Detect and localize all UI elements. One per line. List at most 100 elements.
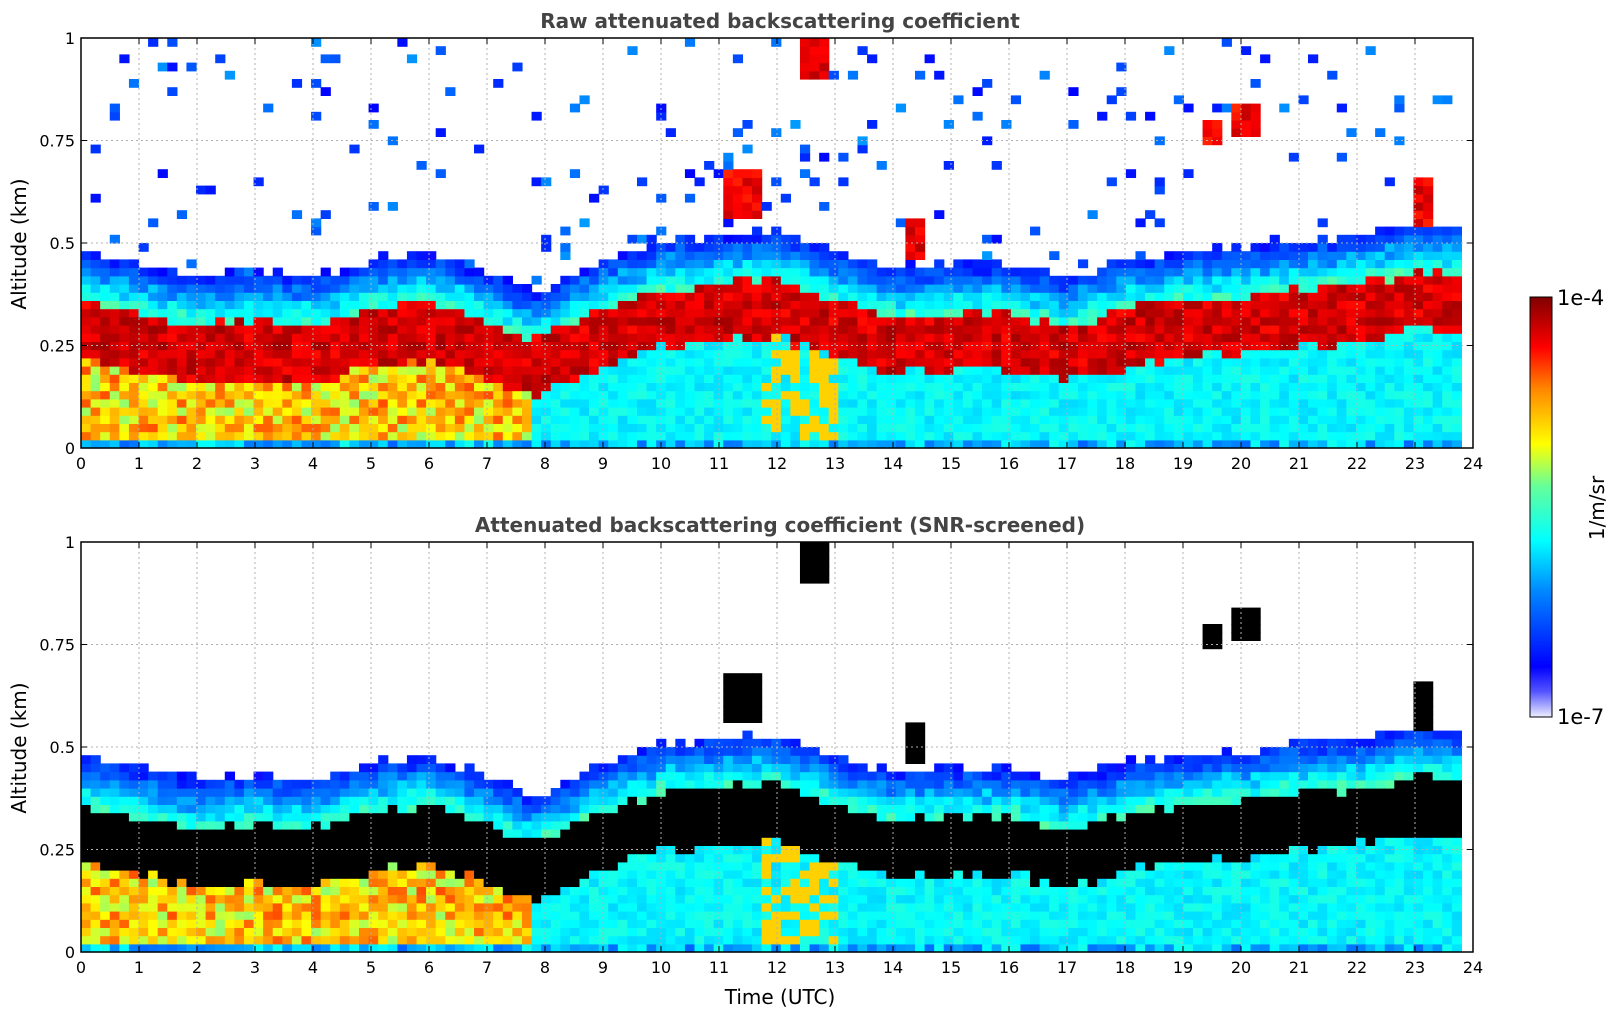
heatmap-cell (1192, 316, 1204, 326)
heatmap-cell (1145, 398, 1156, 408)
heatmap-cell (100, 886, 111, 896)
heatmap-cell (1154, 267, 1165, 277)
heatmap-cell (914, 374, 926, 383)
heatmap-cell (100, 308, 111, 318)
heatmap-cell (799, 292, 811, 301)
heatmap-cell (857, 398, 868, 408)
heatmap-cell (109, 796, 120, 805)
heatmap-cell (1145, 382, 1156, 392)
heatmap-cell (1068, 308, 1079, 318)
heatmap-cell (752, 390, 763, 400)
heatmap-cell (435, 390, 446, 400)
heatmap-cell (521, 943, 533, 953)
heatmap-cell (234, 919, 245, 928)
heatmap-cell (598, 431, 609, 441)
heatmap-cell (1308, 251, 1319, 260)
heatmap-cell (502, 779, 513, 789)
heatmap-cell (1039, 300, 1050, 310)
heatmap-cell (550, 902, 561, 912)
heatmap-cell (330, 837, 341, 846)
heatmap-cell (1058, 357, 1069, 367)
heatmap-cell (90, 193, 101, 203)
heatmap-cell (253, 804, 264, 814)
heatmap-cell (1116, 300, 1127, 310)
heatmap-cell (1068, 120, 1079, 129)
heatmap-cell (253, 316, 264, 326)
heatmap-cell (119, 292, 130, 301)
heatmap-cell (224, 853, 235, 863)
heatmap-cell (1240, 357, 1252, 367)
heatmap-cell (119, 259, 130, 269)
heatmap-cell (378, 423, 389, 433)
heatmap-cell (780, 267, 791, 277)
heatmap-cell (234, 407, 245, 416)
heatmap-cell (359, 325, 370, 334)
heatmap-cell (272, 300, 283, 310)
heatmap-cell (541, 919, 552, 928)
heatmap-cell (1317, 423, 1328, 433)
heatmap-cell (1125, 415, 1137, 424)
heatmap-cell (243, 886, 255, 896)
heatmap-cell (109, 349, 120, 359)
heatmap-cell (1020, 390, 1031, 400)
heatmap-cell (1375, 382, 1386, 392)
heatmap-cell (1346, 267, 1357, 277)
heatmap-cell (809, 284, 820, 293)
heatmap-cell (100, 292, 111, 301)
heatmap-cell (502, 829, 513, 838)
heatmap-cell (205, 275, 216, 285)
heatmap-cell (215, 853, 226, 863)
heatmap-cell (224, 870, 235, 879)
heatmap-cell (1010, 349, 1022, 359)
heatmap-cell (1240, 103, 1252, 113)
heatmap-cell (1154, 390, 1165, 400)
plot-area: 0 1 2 3 4 5 6 7 8 9 10 11 12 13 14 15 16 17 18 19 20 21 22 23 24… (39, 29, 1483, 473)
heatmap-cell (1135, 407, 1146, 416)
heatmap-cell (1288, 423, 1300, 433)
heatmap-cell (176, 837, 188, 846)
heatmap-cell (397, 919, 408, 928)
heatmap-cell (550, 886, 561, 896)
heatmap-cell (905, 267, 916, 277)
heatmap-cell (1221, 415, 1232, 424)
snr-screened-panel: Attenuated backscattering coefficient (S… (7, 513, 1483, 1009)
x-tick-label: 6 (424, 454, 434, 473)
heatmap-cell (81, 919, 92, 928)
heatmap-cell (771, 407, 782, 416)
heatmap-cell (732, 275, 744, 285)
heatmap-cell (531, 357, 542, 367)
heatmap-cell (742, 439, 753, 449)
heatmap-cell (838, 284, 849, 293)
heatmap-cell (81, 886, 92, 896)
heatmap-cell (1423, 357, 1434, 367)
heatmap-cell (895, 423, 907, 433)
x-tick-label: 5 (366, 454, 376, 473)
heatmap-cell (176, 886, 188, 896)
heatmap-cell (426, 927, 437, 937)
heatmap-cell (502, 333, 513, 342)
heatmap-cell (857, 308, 868, 318)
heatmap-cell (157, 919, 168, 928)
heatmap-cell (272, 292, 283, 301)
heatmap-cell (90, 398, 101, 408)
heatmap-cell (847, 398, 859, 408)
heatmap-cell (627, 275, 638, 285)
heatmap-cell (1298, 341, 1309, 351)
heatmap-cell (330, 788, 341, 797)
heatmap-cell (1279, 415, 1290, 424)
heatmap-cell (1097, 439, 1108, 449)
heatmap-cell (531, 415, 542, 424)
heatmap-cell (138, 853, 149, 863)
heatmap-cell (1030, 407, 1041, 416)
heatmap-cell (1231, 120, 1242, 129)
heatmap-cell (1154, 325, 1165, 334)
heatmap-cell (90, 366, 101, 375)
heatmap-cell (1451, 308, 1462, 318)
heatmap-cell (521, 861, 533, 871)
heatmap-cell (320, 911, 331, 920)
heatmap-cell (1087, 407, 1098, 416)
heatmap-cell (656, 251, 667, 260)
heatmap-cell (589, 390, 600, 400)
heatmap-cell (934, 349, 945, 359)
heatmap-cell (196, 316, 207, 326)
